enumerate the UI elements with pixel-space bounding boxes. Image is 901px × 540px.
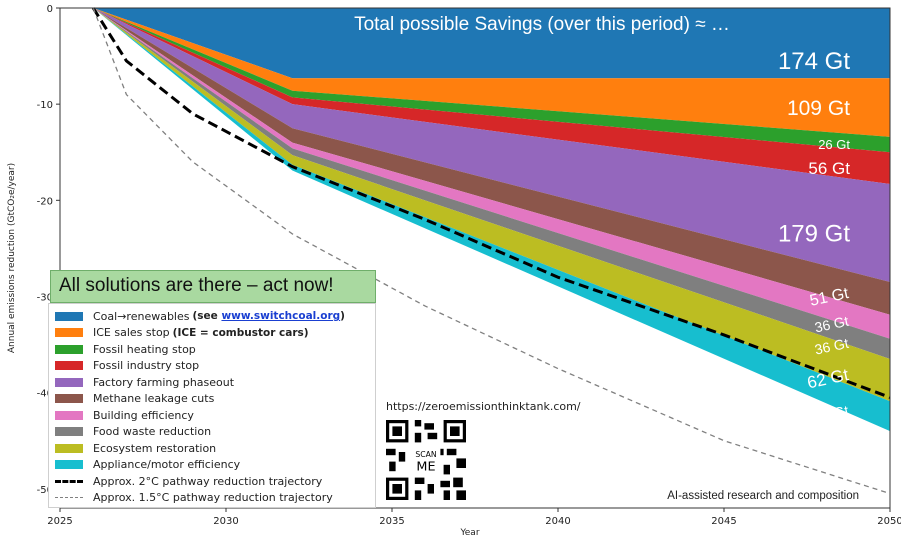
legend-swatch <box>55 410 83 420</box>
area-ice-sales-stop <box>93 8 890 137</box>
legend-swatch <box>55 328 83 338</box>
area-fossil-heating-stop <box>93 8 890 153</box>
legend-item-heating: Fossil heating stop <box>55 341 375 358</box>
area-building-efficiency <box>93 8 890 339</box>
line-2c-pathway <box>91 7 891 399</box>
legend-label: Building efficiency <box>93 408 194 422</box>
y-tick-label: -30 <box>37 292 53 303</box>
y-tick-label: -10 <box>37 100 53 111</box>
legend-swatch <box>55 344 83 354</box>
area-factory-farming-phaseout <box>93 8 890 283</box>
legend: Coal→renewables (see www.switchcoal.org)… <box>48 303 376 508</box>
x-tick-label: 2045 <box>711 516 736 527</box>
y-tick-label: 0 <box>47 4 53 15</box>
x-tick-label: 2025 <box>47 516 72 527</box>
area-appliance-motor-efficiency <box>93 8 890 432</box>
total-label: 36 Gt <box>813 335 850 358</box>
y-tick-label: -20 <box>37 196 53 207</box>
legend-swatch <box>55 497 83 499</box>
legend-note: (ICE = combustor cars) <box>172 326 309 339</box>
legend-item-ecosystem: Ecosystem restoration <box>55 440 375 457</box>
area-methane-leakage-cuts <box>93 8 890 315</box>
x-tick-label: 2035 <box>379 516 404 527</box>
x-tick-label: 2040 <box>545 516 570 527</box>
total-label: 36 Gt <box>813 313 850 336</box>
switchcoal-link[interactable]: www.switchcoal.org <box>221 310 341 323</box>
chart-title: Total possible Savings (over this period… <box>354 14 730 35</box>
legend-label: Coal→renewables <box>93 309 190 323</box>
area-coal-renewables <box>93 8 890 79</box>
legend-label: Approx. 1.5°C pathway reduction trajecto… <box>93 491 333 505</box>
legend-label: Factory farming phaseout <box>93 375 235 389</box>
y-tick-label: -50 <box>37 485 53 496</box>
y-axis-label: Annual emissions reduction (GtCO₂e/year) <box>7 163 17 353</box>
legend-item-building: Building efficiency <box>55 407 375 424</box>
legend-item-food: Food waste reduction <box>55 424 375 441</box>
total-label: 56 Gt <box>808 159 850 178</box>
line-15c-pathway <box>92 7 891 495</box>
call-to-action-banner: All solutions are there – act now! <box>50 270 376 303</box>
area-fossil-industry-stop <box>93 8 890 184</box>
legend-item-methane: Methane leakage cuts <box>55 391 375 408</box>
legend-label: Food waste reduction <box>93 425 212 439</box>
trajectory-lines <box>91 7 891 495</box>
qr-label-me: ME <box>416 460 435 475</box>
legend-label: Ecosystem restoration <box>93 441 217 455</box>
total-label: 44 Gt <box>813 402 850 425</box>
x-axis-ticks: 2025 2030 2035 2040 2045 2050 <box>47 508 901 527</box>
legend-label: Approx. 2°C pathway reduction trajectory <box>93 474 323 488</box>
qr-code-icon[interactable]: SCAN ME <box>386 420 466 500</box>
legend-item-2c-pathway: Approx. 2°C pathway reduction trajectory <box>55 473 375 490</box>
legend-item-industry: Fossil industry stop <box>55 358 375 375</box>
legend-swatch <box>55 361 83 371</box>
legend-note: (see www.switchcoal.org) <box>192 310 345 323</box>
legend-swatch <box>55 443 83 453</box>
qr-label-scan: SCAN <box>415 450 436 459</box>
x-tick-label: 2050 <box>877 516 901 527</box>
plot-frame <box>59 7 891 509</box>
stacked-areas <box>93 8 890 432</box>
y-tick-label: -40 <box>37 389 53 400</box>
legend-label: Methane leakage cuts <box>93 392 215 406</box>
legend-swatch <box>55 427 83 437</box>
total-label: 109 Gt <box>787 97 850 120</box>
legend-label: ICE sales stop <box>93 326 170 340</box>
legend-label: Appliance/motor efficiency <box>93 458 241 472</box>
total-label: 179 Gt <box>778 220 850 247</box>
x-axis-label: Year <box>459 528 479 538</box>
legend-item-farming: Factory farming phaseout <box>55 374 375 391</box>
legend-swatch <box>55 479 83 483</box>
legend-item-ice: ICE sales stop (ICE = combustor cars) <box>55 325 375 342</box>
x-tick-label: 2030 <box>213 516 238 527</box>
area-food-waste-reduction <box>93 8 890 359</box>
total-label: 26 Gt <box>818 137 850 152</box>
legend-item-appliance: Appliance/motor efficiency <box>55 457 375 474</box>
credit-text: AI-assisted research and composition <box>667 490 859 502</box>
legend-swatch <box>55 460 83 470</box>
total-label: 174 Gt <box>778 48 850 75</box>
legend-item-coal: Coal→renewables (see www.switchcoal.org) <box>55 308 375 325</box>
legend-item-15c-pathway: Approx. 1.5°C pathway reduction trajecto… <box>55 490 375 507</box>
legend-swatch <box>55 377 83 387</box>
legend-swatch <box>55 394 83 404</box>
legend-label: Fossil industry stop <box>93 359 200 373</box>
legend-swatch <box>55 311 83 321</box>
website-url[interactable]: https://zeroemissionthinktank.com/ <box>386 400 581 413</box>
area-ecosystem-restoration <box>93 8 890 402</box>
legend-label: Fossil heating stop <box>93 342 196 356</box>
